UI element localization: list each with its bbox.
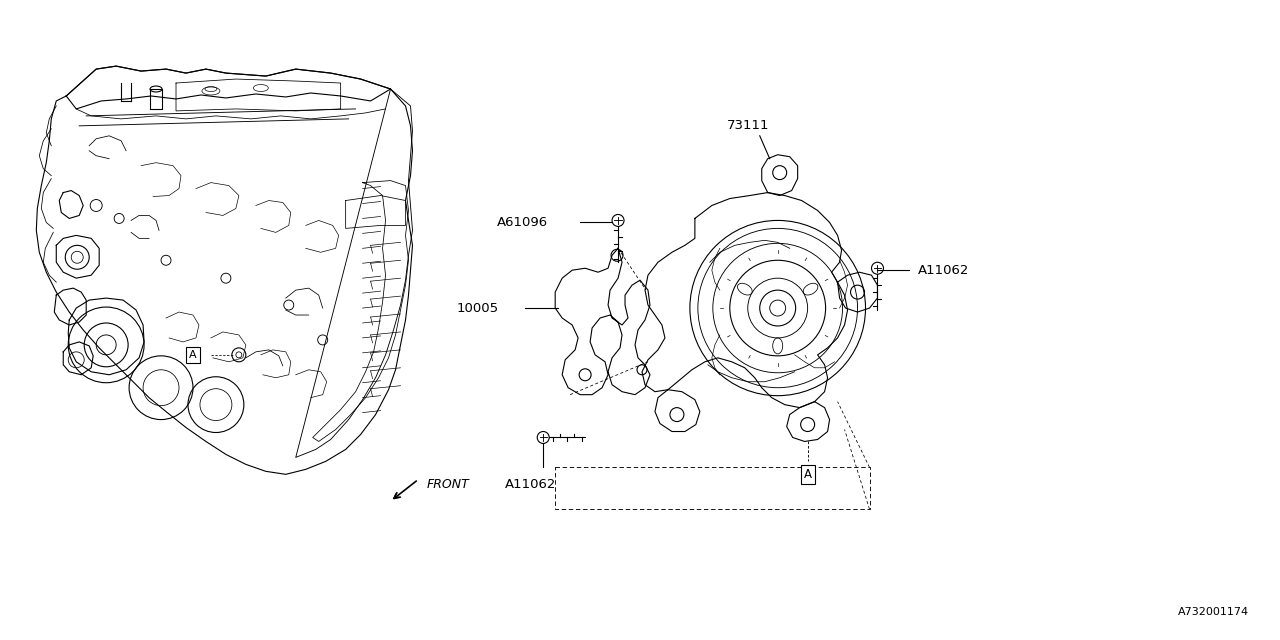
Text: 73111: 73111	[727, 119, 769, 132]
Text: FRONT: FRONT	[426, 478, 470, 491]
Text: 10005: 10005	[456, 301, 498, 314]
Text: A11062: A11062	[918, 264, 969, 276]
Text: A: A	[189, 350, 197, 360]
Text: A: A	[804, 468, 812, 481]
Text: A11062: A11062	[504, 478, 556, 491]
Text: A61096: A61096	[497, 216, 548, 229]
Text: A732001174: A732001174	[1178, 607, 1249, 617]
